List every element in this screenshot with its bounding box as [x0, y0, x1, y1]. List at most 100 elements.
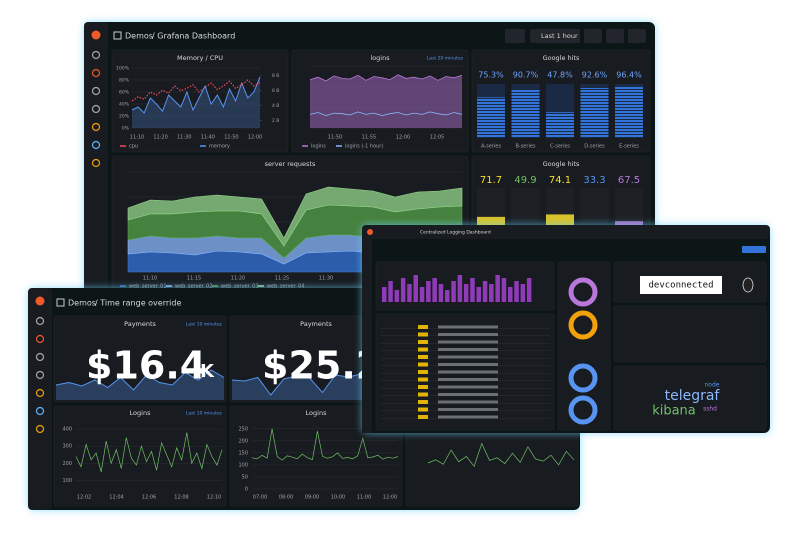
count-bar: [400, 278, 406, 302]
y-tick-label: 60%: [119, 90, 130, 96]
panel: [613, 365, 767, 431]
value-label: 47.8%: [547, 71, 573, 80]
count-bar: [438, 284, 444, 302]
log-text: [438, 393, 498, 396]
logo[interactable]: [35, 296, 45, 306]
y-tick-label: 0%: [122, 126, 130, 132]
count-bar: [495, 275, 500, 302]
legend-label: memory: [209, 144, 230, 150]
stat-value: 74.1: [549, 175, 571, 186]
brand-box: [640, 276, 722, 294]
log-text: [438, 340, 498, 344]
level-badge: [418, 407, 428, 412]
level-badge: [418, 370, 428, 374]
stat-value: 33.3: [583, 175, 605, 186]
nav-icon[interactable]: [91, 86, 101, 96]
x-tick-label: 08:00: [279, 495, 293, 501]
level-badge: [418, 347, 428, 352]
x-tick-label: 11:20: [153, 135, 167, 141]
log-text: [438, 333, 498, 336]
nav-icon[interactable]: [35, 424, 45, 434]
nav-icon[interactable]: [35, 334, 45, 344]
toolbar-button: [505, 29, 525, 43]
series-line: [309, 74, 463, 82]
panel-title: logins: [370, 54, 390, 62]
count-bar: [388, 281, 393, 302]
time-badge: Last 10 minutes: [186, 322, 223, 328]
donut: [568, 310, 598, 340]
y-tick-label: 0: [245, 487, 248, 493]
x-tick-label: 11:00: [357, 495, 371, 501]
y2-tick-label: 6 B: [272, 88, 279, 94]
nav-icon[interactable]: [91, 50, 101, 60]
sidebar: [362, 239, 372, 433]
y-tick-label: 400: [62, 427, 72, 433]
stacked-area: [127, 186, 463, 247]
legend-label: web_server_02: [175, 284, 213, 290]
series-line: [309, 111, 463, 117]
nav-icon[interactable]: [91, 122, 101, 132]
log-text: [438, 348, 498, 351]
series-area: [56, 370, 224, 400]
count-bar: [520, 284, 526, 302]
panel: [229, 405, 403, 507]
x-tick-label: 11:15: [187, 276, 201, 282]
donut: [568, 363, 598, 393]
value-label: 92.6%: [582, 71, 608, 80]
nav-icon[interactable]: [91, 68, 101, 78]
y2-tick-label: 4 B: [272, 103, 279, 109]
dashboard-title: / Time range override: [95, 299, 181, 308]
toolbar-button: [584, 29, 602, 43]
x-tick-label: 12:02: [77, 495, 91, 501]
x-tick-label: 11:40: [201, 135, 215, 141]
nav-icon[interactable]: [35, 352, 45, 362]
time-badge: Last 20 minutes: [427, 56, 464, 62]
panel: [291, 49, 469, 153]
x-tick-label: 11:50: [224, 135, 238, 141]
stat-amount: $16.4: [86, 344, 206, 388]
donut: [568, 277, 598, 307]
y-tick-label: 250: [238, 426, 248, 432]
panel-title: Payments: [300, 320, 332, 328]
sidebar: [84, 22, 108, 295]
dashboard-title: Centralized Logging Dashboard: [420, 230, 491, 236]
logo[interactable]: [91, 30, 101, 40]
sidebar: [28, 288, 52, 510]
nav-icon[interactable]: [35, 406, 45, 416]
count-bar: [432, 278, 437, 302]
y-tick-label: 50: [242, 474, 248, 480]
y-tick-label: 100: [238, 462, 248, 468]
x-tick-label: 07:00: [253, 495, 267, 501]
level-badge: [418, 340, 428, 344]
nav-icon[interactable]: [35, 370, 45, 380]
nav-icon[interactable]: [35, 388, 45, 398]
category-label: B-series: [515, 144, 535, 150]
dashboard-icon[interactable]: [56, 298, 65, 307]
series-area: [232, 372, 400, 400]
series-line: [251, 428, 399, 461]
nav-icon[interactable]: [91, 140, 101, 150]
logo: [367, 229, 373, 235]
legend-label: web_server_03: [221, 284, 259, 290]
nav-icon[interactable]: [91, 104, 101, 114]
toolbar-button: [606, 29, 624, 43]
top-bar: [362, 225, 770, 239]
nav-icon[interactable]: [35, 316, 45, 326]
value-label: 90.7%: [513, 71, 539, 80]
y-tick-label: 300: [62, 444, 72, 450]
count-bar: [382, 287, 387, 302]
x-tick-label: 11:30: [177, 135, 191, 141]
gauge-bar: [615, 85, 643, 138]
log-text: [438, 355, 498, 359]
gauge-bar: [546, 112, 574, 138]
legend-label: logins: [311, 144, 326, 150]
count-bar: [419, 287, 425, 302]
nav-icon[interactable]: [91, 158, 101, 168]
level-badge: [418, 362, 428, 367]
legend-label: web_server_04: [267, 284, 305, 290]
count-bar: [463, 284, 469, 302]
log-text: [438, 370, 498, 374]
x-tick-label: 11:25: [275, 276, 289, 282]
dashboard-icon[interactable]: [113, 31, 122, 40]
y-tick-label: 200: [62, 461, 72, 467]
